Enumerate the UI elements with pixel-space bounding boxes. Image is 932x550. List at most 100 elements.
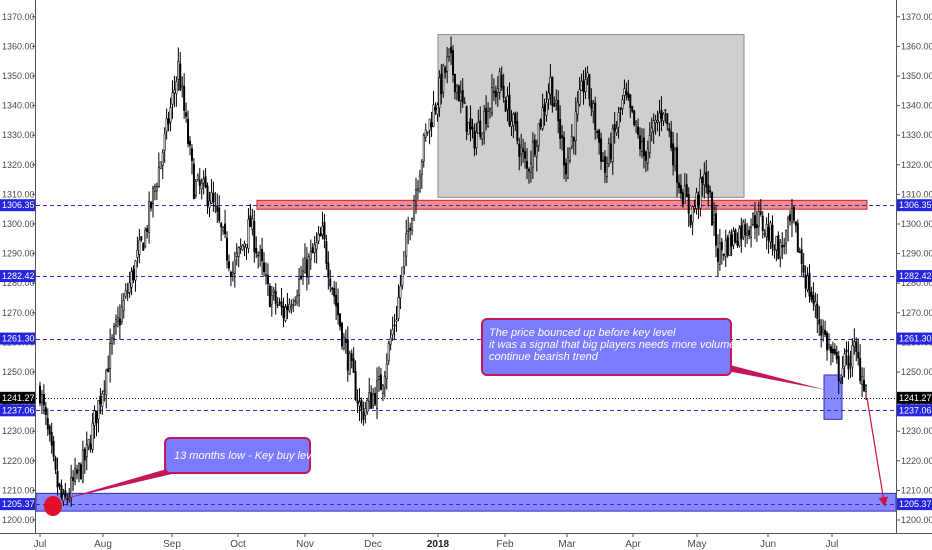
- candle-body: [810, 291, 813, 300]
- candle: [718, 228, 721, 271]
- candle: [611, 124, 614, 175]
- candle: [372, 388, 375, 409]
- candle-body: [605, 163, 608, 177]
- candle: [103, 380, 106, 402]
- candle: [845, 341, 848, 366]
- candle-body: [74, 468, 77, 482]
- candle-body: [307, 256, 310, 278]
- candle: [169, 97, 172, 132]
- candle-body: [563, 137, 566, 166]
- candle: [820, 318, 823, 348]
- y-tick-label-right: 1310.00: [901, 189, 932, 199]
- projection-arrow: [866, 397, 888, 507]
- candle: [740, 217, 743, 253]
- candle: [251, 208, 254, 236]
- candle-body: [777, 235, 780, 260]
- candle: [187, 110, 190, 148]
- level-1282-badge-label-right: 1282.42: [899, 271, 932, 281]
- candle-body: [541, 107, 544, 129]
- candle-body: [761, 215, 764, 232]
- candle-body: [570, 136, 573, 147]
- candle: [736, 232, 739, 248]
- candle-body: [826, 332, 829, 351]
- candle: [785, 229, 788, 255]
- candle: [407, 216, 410, 245]
- candle-body: [52, 441, 55, 457]
- candle-body: [268, 285, 271, 308]
- candle: [520, 133, 523, 167]
- level-1261-badge-label-left: 1261.30: [2, 334, 35, 344]
- candle: [623, 79, 626, 105]
- candle: [598, 128, 601, 155]
- candle-body: [750, 226, 753, 239]
- candle-body: [722, 254, 725, 256]
- candle-body: [539, 119, 542, 127]
- y-tick-label-left: 1320.00: [2, 160, 35, 170]
- candle: [726, 234, 729, 258]
- candle-body: [218, 207, 221, 221]
- candle: [315, 232, 318, 264]
- candle: [705, 159, 708, 194]
- candle-body: [744, 224, 747, 236]
- candle: [841, 356, 844, 385]
- candle: [257, 251, 260, 269]
- y-tick-label-left: 1310.00: [2, 189, 35, 199]
- x-tick-label: Jun: [760, 539, 776, 550]
- candle: [284, 303, 287, 323]
- candle-body: [93, 410, 96, 426]
- candle: [526, 148, 529, 180]
- low-annotation-text: 13 months low - Key buy level: [174, 450, 321, 462]
- candle-body: [598, 130, 601, 143]
- candle-body: [440, 73, 443, 95]
- candle: [101, 390, 104, 415]
- y-tick-label-left: 1290.00: [2, 249, 35, 259]
- candle-body: [403, 251, 406, 267]
- candle-body: [845, 349, 848, 353]
- candle: [440, 64, 443, 105]
- y-tick-label-right: 1280.00: [901, 278, 932, 288]
- candle-body: [113, 325, 116, 340]
- candle: [586, 65, 589, 86]
- candle: [857, 338, 860, 366]
- candle-body: [134, 260, 137, 281]
- candle: [399, 274, 402, 310]
- candle-body: [120, 306, 123, 323]
- candle: [331, 286, 334, 296]
- candle-body: [779, 242, 782, 258]
- candle: [806, 267, 809, 293]
- candle: [346, 326, 349, 382]
- candle: [826, 330, 829, 361]
- candle-body: [475, 131, 478, 148]
- candle-body: [163, 133, 166, 151]
- candle: [479, 106, 482, 140]
- candle-body: [430, 122, 433, 128]
- candle: [831, 341, 834, 363]
- candle-body: [249, 215, 252, 227]
- candle-body: [70, 477, 73, 498]
- candle: [714, 205, 717, 258]
- candle: [311, 243, 314, 254]
- candle: [543, 98, 546, 126]
- candle-body: [818, 319, 821, 325]
- candle: [136, 236, 139, 268]
- candle-body: [481, 132, 484, 140]
- candle-body: [724, 239, 727, 257]
- candle: [570, 124, 573, 150]
- candle: [504, 96, 507, 112]
- candle: [72, 469, 75, 491]
- level-1306-badge-label-right: 1306.35: [899, 200, 932, 210]
- candle-body: [492, 91, 495, 93]
- candle-body: [169, 107, 172, 123]
- candle-body: [504, 100, 507, 112]
- candle: [432, 90, 435, 128]
- candle: [730, 229, 733, 257]
- candle-body: [362, 411, 365, 420]
- candle-body: [790, 208, 793, 223]
- candle-body: [420, 161, 423, 175]
- candle: [716, 234, 719, 277]
- candle-body: [189, 140, 192, 146]
- candle-body: [413, 200, 416, 221]
- candle: [40, 389, 43, 414]
- candle: [424, 123, 427, 142]
- candle: [426, 131, 429, 136]
